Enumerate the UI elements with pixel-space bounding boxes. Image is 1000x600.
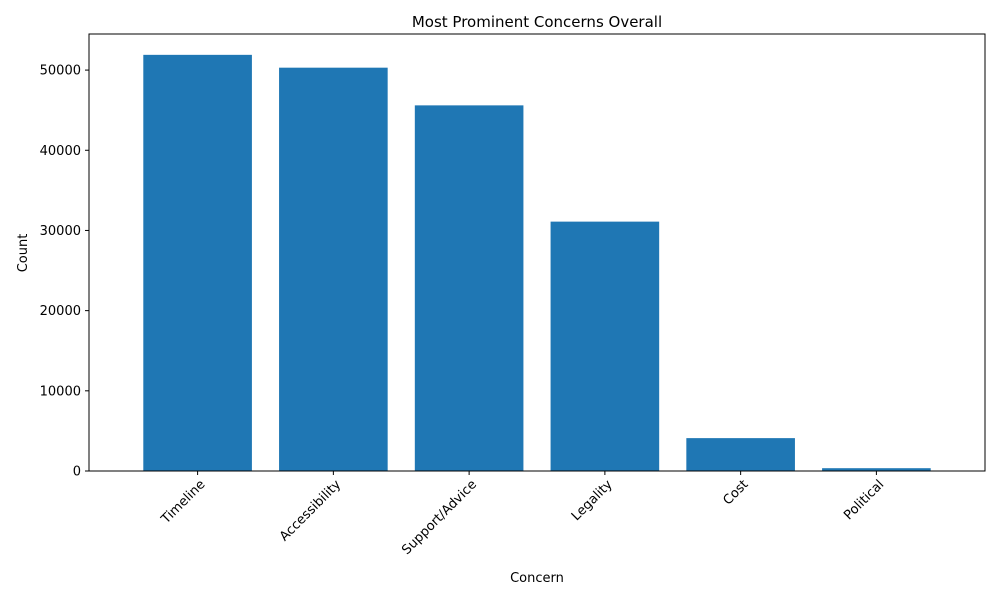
y-tick-label: 10000: [40, 384, 81, 399]
x-tick-label: Support/Advice: [399, 477, 480, 558]
x-tick-label: Timeline: [158, 477, 208, 527]
bar-political: [822, 468, 931, 471]
x-tick-label: Legality: [569, 477, 616, 524]
bar-timeline: [143, 54, 252, 471]
x-tick-label: Accessibility: [277, 477, 344, 544]
y-tick-label: 30000: [40, 224, 81, 239]
x-axis-label: Concern: [510, 571, 564, 586]
y-axis-label: Count: [16, 234, 31, 273]
bar-accessibility: [279, 67, 388, 471]
y-tick-label: 50000: [40, 64, 81, 79]
x-tick-label: Cost: [720, 477, 751, 508]
y-tick-label: 20000: [40, 304, 81, 319]
chart-title: Most Prominent Concerns Overall: [412, 13, 662, 31]
plot-frame: [88, 33, 986, 472]
y-tick-label: 0: [73, 465, 81, 480]
x-tick-label: Political: [841, 477, 887, 523]
y-tick-label: 40000: [40, 144, 81, 159]
bar-support-advice: [414, 105, 524, 471]
bars-layer: [143, 54, 931, 471]
bar-legality: [550, 221, 660, 471]
y-axis: 0 10000 20000 30000 40000 50000: [40, 64, 89, 480]
x-axis: Timeline Accessibility Support/Advice Legal…: [158, 471, 887, 558]
bar-cost: [686, 438, 795, 471]
